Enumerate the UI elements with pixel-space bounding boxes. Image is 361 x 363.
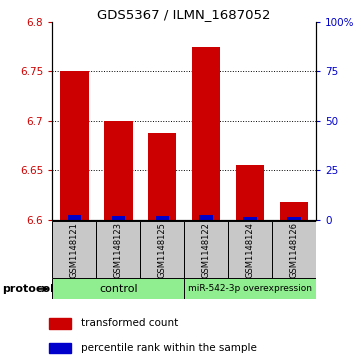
Bar <box>184 278 316 299</box>
Text: GSM1148122: GSM1148122 <box>201 222 210 277</box>
Text: GSM1148123: GSM1148123 <box>114 221 123 278</box>
Bar <box>243 217 257 220</box>
Title: GDS5367 / ILMN_1687052: GDS5367 / ILMN_1687052 <box>97 8 271 21</box>
Bar <box>287 217 300 220</box>
Bar <box>148 132 177 220</box>
Bar <box>96 221 140 278</box>
Bar <box>140 221 184 278</box>
Text: GSM1148121: GSM1148121 <box>70 222 79 277</box>
Bar <box>49 343 71 353</box>
Bar <box>156 216 169 220</box>
Bar <box>104 121 132 220</box>
Bar <box>68 215 81 220</box>
Bar <box>192 46 220 220</box>
Bar <box>200 215 213 220</box>
Bar <box>184 221 228 278</box>
Bar <box>228 221 272 278</box>
Bar <box>112 216 125 220</box>
Text: GSM1148126: GSM1148126 <box>290 221 299 278</box>
Bar <box>272 221 316 278</box>
Text: control: control <box>99 284 138 294</box>
Text: transformed count: transformed count <box>81 318 178 329</box>
Bar <box>280 202 308 220</box>
Bar <box>236 165 264 220</box>
Text: protocol: protocol <box>2 284 54 294</box>
Bar <box>49 318 71 329</box>
Text: percentile rank within the sample: percentile rank within the sample <box>81 343 256 353</box>
Text: miR-542-3p overexpression: miR-542-3p overexpression <box>188 285 312 293</box>
Text: GSM1148125: GSM1148125 <box>158 222 167 277</box>
Bar <box>60 71 88 220</box>
Bar <box>52 278 184 299</box>
Text: GSM1148124: GSM1148124 <box>245 222 255 277</box>
Bar <box>52 221 96 278</box>
